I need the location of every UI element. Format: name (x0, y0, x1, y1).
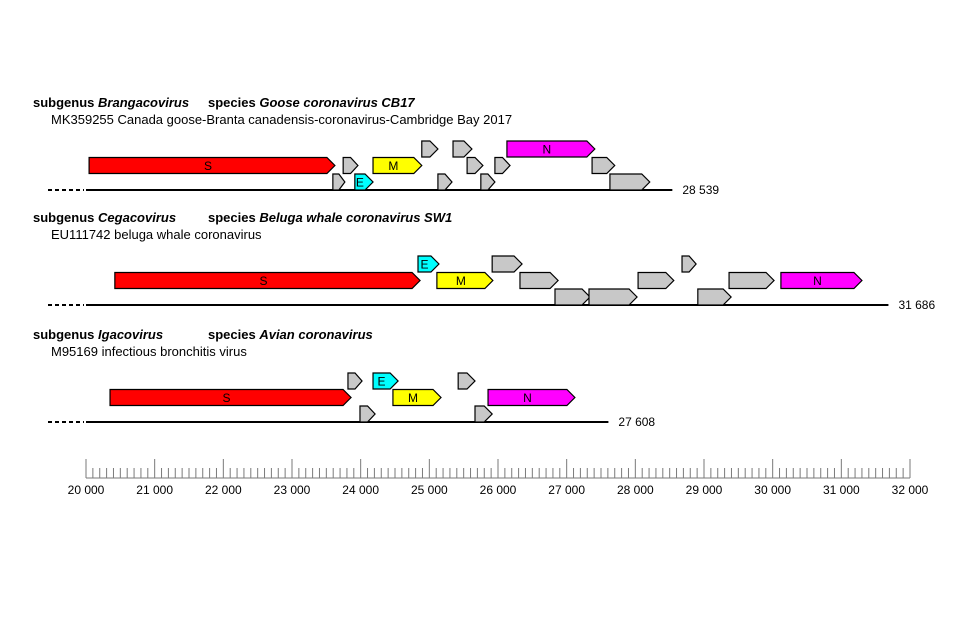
species-label: species (208, 210, 256, 225)
orf-arrow (347, 372, 363, 390)
orf-arrow (491, 255, 523, 273)
ruler-tick-label: 22 000 (204, 483, 242, 497)
gene-letter-N: N (543, 143, 552, 157)
species-name: Beluga whale coronavirus SW1 (259, 210, 453, 225)
orf-arrow (609, 173, 651, 191)
diagram-1-header: subgenus Brangacovirus species Goose cor… (33, 95, 415, 110)
subgenus-segment: subgenus Igacovirus (33, 327, 163, 342)
orf-arrow (637, 271, 675, 290)
subgenus-name: Igacovirus (98, 327, 164, 342)
ruler-tick-label: 21 000 (136, 483, 174, 497)
ruler-tick-label: 20 000 (67, 483, 105, 497)
ruler-tick-label: 29 000 (685, 483, 723, 497)
gene-letter-M: M (456, 274, 466, 288)
species-label: species (208, 95, 256, 110)
subgenus-name: Cegacovirus (98, 210, 177, 225)
ruler-tick-label: 30 000 (754, 483, 792, 497)
species-name: Goose coronavirus CB17 (259, 95, 415, 110)
orf-arrow (494, 156, 511, 175)
orf-arrow (474, 405, 494, 423)
species-label: species (208, 327, 256, 342)
subgenus-segment: subgenus Brangacovirus (33, 95, 189, 110)
gene-arrow-S (88, 156, 336, 175)
ruler-tick-label: 25 000 (410, 483, 448, 497)
orf-arrow (681, 255, 697, 273)
ruler-tick-label: 28 000 (616, 483, 654, 497)
orf-arrow (452, 140, 473, 158)
orf-arrow (480, 173, 496, 191)
orf-arrow (332, 173, 346, 191)
subgenus-name: Brangacovirus (98, 95, 190, 110)
ruler-tick-label: 27 000 (548, 483, 586, 497)
orf-arrow (421, 140, 439, 158)
gene-arrow-N (780, 271, 863, 290)
species-segment: species Beluga whale coronavirus SW1 (208, 210, 452, 225)
orf-arrow (457, 372, 476, 390)
gene-arrow-S (109, 388, 352, 407)
orf-arrow (697, 288, 732, 306)
orf-arrow (437, 173, 453, 191)
gene-arrow-M (436, 271, 494, 290)
orf-arrow (466, 156, 484, 175)
gene-arrow-N (487, 388, 576, 407)
subgenus-label: subgenus (33, 327, 95, 342)
ruler-tick-label: 31 000 (822, 483, 860, 497)
species-segment: species Goose coronavirus CB17 (208, 95, 415, 110)
gene-arrow-S (114, 271, 421, 290)
gene-letter-S: S (204, 159, 212, 173)
orf-arrow (519, 271, 559, 290)
gene-arrow-E (354, 173, 374, 191)
orf-arrow (728, 271, 775, 290)
orf-arrow (554, 288, 591, 306)
ruler-tick-label: 23 000 (273, 483, 311, 497)
gene-arrow-N (506, 140, 596, 158)
accession-line: M95169 infectious bronchitis virus (51, 344, 247, 359)
ruler-tick-label: 24 000 (342, 483, 380, 497)
gene-letter-E: E (356, 176, 364, 190)
species-segment: species Avian coronavirus (208, 327, 373, 342)
sequence-length-label: 27 608 (618, 415, 656, 429)
gene-arrow-M (392, 388, 442, 407)
subgenus-label: subgenus (33, 210, 95, 225)
gene-letter-E: E (378, 375, 386, 389)
sequence-length-label: 31 686 (898, 298, 936, 312)
gene-letter-M: M (388, 159, 398, 173)
accession-line: MK359255 Canada goose-Branta canadensis-… (51, 112, 513, 127)
subgenus-segment: subgenus Cegacovirus (33, 210, 176, 225)
orf-arrow (359, 405, 376, 423)
diagram-3-header: subgenus Igacovirus species Avian corona… (33, 327, 373, 342)
gene-letter-N: N (813, 274, 822, 288)
gene-letter-M: M (408, 391, 418, 405)
species-name: Avian coronavirus (259, 327, 373, 342)
ruler-tick-label: 32 000 (891, 483, 929, 497)
diagram-2-header: subgenus Cegacovirus species Beluga whal… (33, 210, 452, 225)
gene-arrow-E (372, 372, 399, 390)
sequence-length-label: 28 539 (682, 183, 720, 197)
gene-letter-S: S (223, 391, 231, 405)
gene-arrow-E (417, 255, 440, 273)
orf-arrow (342, 156, 359, 175)
gene-letter-S: S (259, 274, 267, 288)
gene-letter-E: E (420, 258, 428, 272)
orf-arrow (591, 156, 616, 175)
subgenus-label: subgenus (33, 95, 95, 110)
gene-letter-N: N (523, 391, 532, 405)
gene-arrow-M (372, 156, 423, 175)
ruler-tick-label: 26 000 (479, 483, 517, 497)
orf-arrow (588, 288, 638, 306)
accession-line: EU111742 beluga whale coronavirus (51, 227, 262, 242)
